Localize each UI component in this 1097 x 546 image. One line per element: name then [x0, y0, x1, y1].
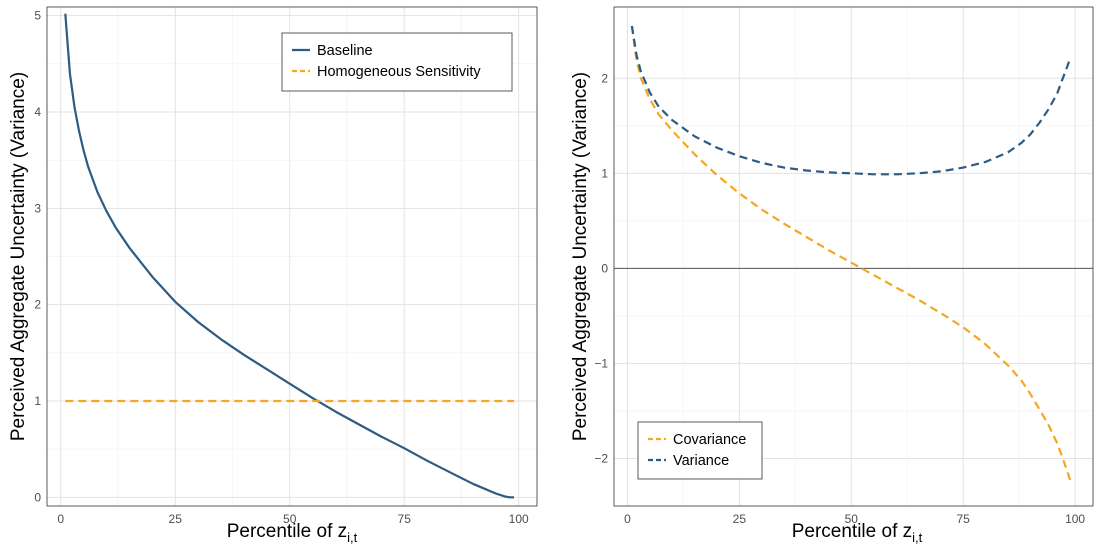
panel-border	[613, 6, 1094, 507]
x-tick-label: 100	[1065, 512, 1085, 526]
legend: Covariance Variance	[637, 421, 763, 480]
legend-label: Covariance	[673, 432, 746, 448]
x-axis-label: Percentile of zi,t	[792, 521, 923, 545]
legend-box	[281, 32, 513, 92]
y-tick-label: 4	[34, 105, 41, 119]
legend-box	[637, 421, 763, 480]
y-tick-label: −2	[594, 451, 608, 465]
legend-label: Variance	[673, 453, 729, 469]
x-tick-label: 0	[624, 512, 631, 526]
x-tick-label: 50	[283, 512, 297, 526]
y-tick-label: 1	[34, 394, 41, 408]
x-tick-label: 50	[845, 512, 859, 526]
y-tick-label: 2	[34, 298, 41, 312]
x-tick-label: 0	[57, 512, 64, 526]
series-line-baseline	[64, 13, 515, 499]
panel-border	[46, 6, 538, 507]
y-tick-label: 2	[601, 71, 608, 85]
y-tick-label: 0	[601, 261, 608, 275]
series-line-variance	[630, 25, 1072, 176]
y-tick-label: 0	[34, 490, 41, 504]
x-axis-label: Percentile of zi,t	[227, 521, 358, 545]
legend-label: Homogeneous Sensitivity	[317, 64, 481, 80]
y-tick-label: 3	[34, 201, 41, 215]
x-tick-label: 75	[956, 512, 970, 526]
y-tick-label: 5	[34, 9, 41, 23]
legend-label: Baseline	[317, 43, 373, 59]
y-tick-label: 1	[601, 166, 608, 180]
y-tick-label: −1	[594, 356, 608, 370]
x-tick-label: 25	[733, 512, 747, 526]
x-tick-label: 75	[398, 512, 412, 526]
panel-1: 0 25 50 75 100 0 1 2 3 4 5 Percentile of zi,t Percei…	[8, 6, 538, 545]
x-tick-label: 100	[509, 512, 529, 526]
y-axis-label: Perceived Aggregate Uncertainty (Varianc…	[8, 72, 29, 441]
series-line-covariance	[630, 25, 1072, 482]
y-axis-label: Perceived Aggregate Uncertainty (Varianc…	[570, 72, 591, 441]
panel-2: 0 25 50 75 100 −2 −1 0 1 2 Percentile of zi,t Perce…	[570, 6, 1094, 545]
x-tick-label: 25	[169, 512, 183, 526]
legend: Baseline Homogeneous Sensitivity	[281, 32, 513, 92]
